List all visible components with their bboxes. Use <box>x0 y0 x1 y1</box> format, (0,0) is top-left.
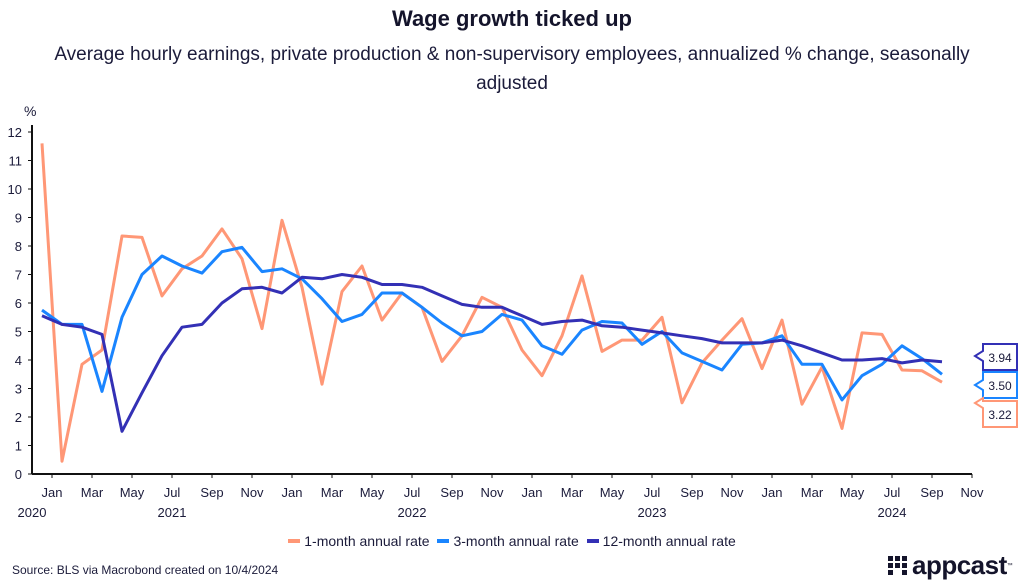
y-tick-label: 0 <box>15 467 22 482</box>
x-tick-label: Mar <box>321 485 344 500</box>
chart-title: Wage growth ticked up <box>392 6 632 31</box>
x-tick-label: Jul <box>404 485 421 500</box>
x-year-label: 2023 <box>638 505 667 520</box>
appcast-logo: appcast ™ <box>888 550 1013 581</box>
x-tick-label: Mar <box>801 485 824 500</box>
end-value-label: 3.22 <box>988 408 1012 422</box>
source-note: Source: BLS via Macrobond created on 10/… <box>12 563 279 577</box>
y-tick-label: 1 <box>15 439 22 454</box>
x-tick-label: Jan <box>42 485 63 500</box>
appcast-logo-text: appcast <box>912 550 1007 580</box>
legend-label-12-month: 12-month annual rate <box>602 533 736 549</box>
y-tick-label: 2 <box>15 410 22 425</box>
legend-label-1-month: 1-month annual rate <box>304 533 430 549</box>
legend-item-12-month: 12-month annual rate <box>586 533 736 549</box>
y-tick-label: 10 <box>8 182 22 197</box>
appcast-logo-icon <box>888 556 907 575</box>
chart-subtitle: Average hourly earnings, private product… <box>54 44 970 94</box>
x-tick-label: Sep <box>440 485 463 500</box>
x-tick-label: Nov <box>240 485 264 500</box>
x-tick-label: Jul <box>164 485 181 500</box>
y-tick-label: 5 <box>15 325 22 340</box>
y-tick-label: 6 <box>15 296 22 311</box>
y-tick-label: 12 <box>8 125 22 140</box>
legend-item-3-month: 3-month annual rate <box>437 533 579 549</box>
series-line-1 <box>40 143 943 463</box>
end-value-label: 3.94 <box>988 351 1012 365</box>
x-tick-label: Sep <box>680 485 703 500</box>
x-tick-label: Sep <box>920 485 943 500</box>
x-tick-label: Jan <box>762 485 783 500</box>
legend-swatch-1-month <box>288 539 301 543</box>
x-tick-label: May <box>120 485 145 500</box>
x-year-label: 2022 <box>398 505 427 520</box>
x-tick-label: Mar <box>561 485 584 500</box>
end-value-callout <box>973 343 1018 371</box>
x-tick-label: Nov <box>480 485 504 500</box>
legend-label-3-month: 3-month annual rate <box>453 533 579 549</box>
y-tick-label: 4 <box>15 353 22 368</box>
x-tick-label: Nov <box>960 485 984 500</box>
x-tick-label: Jul <box>884 485 901 500</box>
appcast-logo-tm: ™ <box>1006 562 1013 569</box>
legend-item-1-month: 1-month annual rate <box>288 533 430 549</box>
y-tick-label: 3 <box>15 382 22 397</box>
x-year-label: 2021 <box>158 505 187 520</box>
x-tick-label: May <box>360 485 385 500</box>
y-axis-label: % <box>24 103 36 119</box>
end-value-label: 3.50 <box>988 379 1012 393</box>
y-tick-label: 11 <box>9 154 23 169</box>
y-tick-label: 7 <box>15 268 22 283</box>
x-tick-label: Jan <box>282 485 303 500</box>
x-tick-label: Sep <box>200 485 223 500</box>
x-tick-label: Jan <box>522 485 543 500</box>
x-tick-label: May <box>600 485 625 500</box>
y-tick-label: 8 <box>15 239 22 254</box>
legend-swatch-3-month <box>437 539 450 543</box>
series-line-2 <box>41 245 943 402</box>
x-year-label: 2024 <box>878 505 907 520</box>
end-value-callout <box>973 396 1018 428</box>
x-tick-label: Nov <box>720 485 744 500</box>
chart-legend: 1-month annual rate 3-month annual rate … <box>0 530 1024 549</box>
series-line-3 <box>41 273 943 433</box>
x-tick-label: May <box>840 485 865 500</box>
end-value-callout <box>973 371 1018 399</box>
x-tick-label: Jul <box>644 485 661 500</box>
legend-swatch-12-month <box>586 539 599 543</box>
y-tick-label: 9 <box>15 211 22 226</box>
x-year-label: 2020 <box>18 505 47 520</box>
x-tick-label: Mar <box>81 485 104 500</box>
